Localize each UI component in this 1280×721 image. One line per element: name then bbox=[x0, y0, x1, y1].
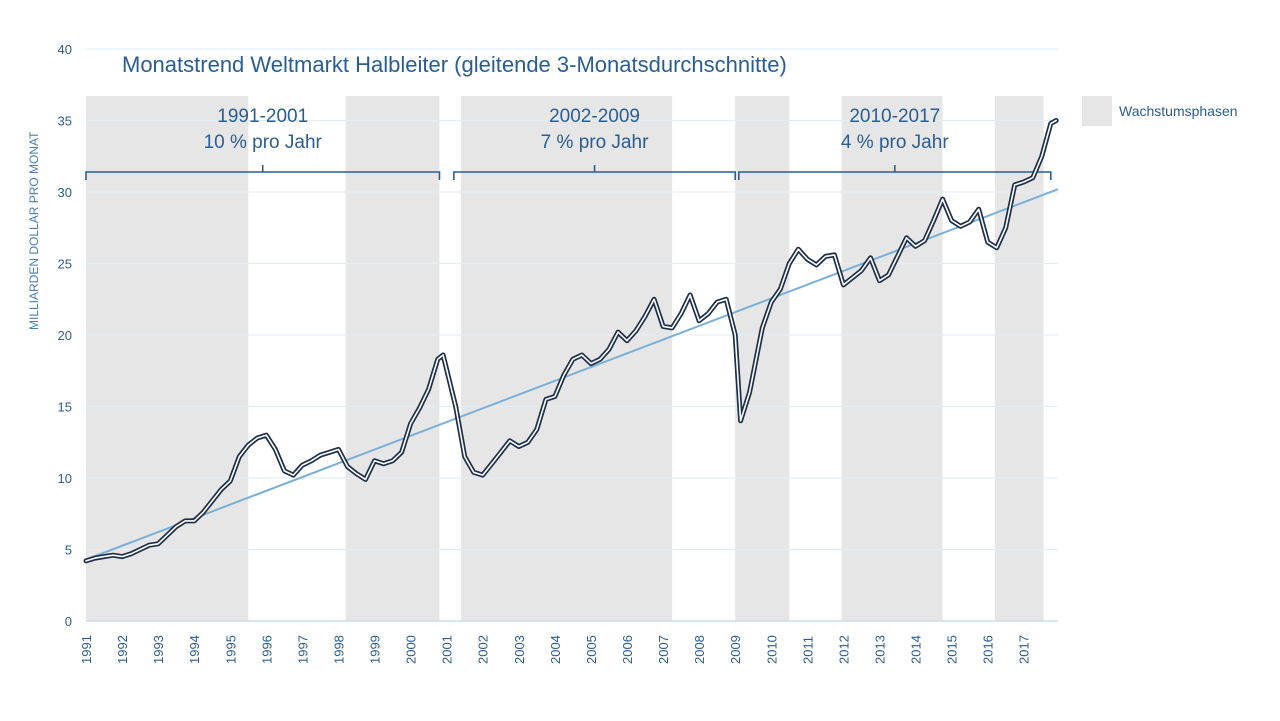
y-tick-label-5: 5 bbox=[65, 543, 72, 558]
y-axis-label: MILLIARDEN DOLLAR PRO MONAT bbox=[27, 131, 41, 330]
legend-swatch bbox=[1082, 96, 1112, 126]
x-tick-label-2000: 2000 bbox=[404, 635, 419, 664]
period-label-0: 1991-2001 bbox=[217, 106, 308, 127]
period-rate-2: 4 % pro Jahr bbox=[841, 132, 949, 153]
y-tick-label-0: 0 bbox=[65, 614, 72, 629]
x-tick-label-2003: 2003 bbox=[512, 635, 527, 664]
x-tick-label-1995: 1995 bbox=[223, 635, 238, 664]
x-tick-label-2016: 2016 bbox=[981, 635, 996, 664]
y-tick-label-15: 15 bbox=[58, 400, 72, 415]
period-rate-0: 10 % pro Jahr bbox=[204, 132, 323, 153]
x-tick-label-2010: 2010 bbox=[764, 635, 779, 664]
x-tick-label-1992: 1992 bbox=[115, 635, 130, 664]
trend-line-path bbox=[85, 188, 1059, 561]
x-tick-label-1991: 1991 bbox=[79, 635, 94, 664]
x-tick-label-2013: 2013 bbox=[872, 635, 887, 664]
trend-line bbox=[85, 188, 1059, 561]
x-tick-label-1994: 1994 bbox=[187, 635, 202, 664]
period-bracket-2 bbox=[738, 165, 1052, 180]
growth-phase-2 bbox=[461, 96, 673, 621]
period-bracket-0 bbox=[85, 165, 441, 180]
legend-label: Wachstumsphasen bbox=[1119, 103, 1238, 119]
growth-phase-shading bbox=[86, 96, 1044, 621]
period-label-2: 2010-2017 bbox=[849, 106, 940, 127]
chart-title: Monatstrend Weltmarkt Halbleiter (gleite… bbox=[122, 52, 787, 77]
x-tick-label-2002: 2002 bbox=[476, 635, 491, 664]
x-tick-label-2005: 2005 bbox=[584, 635, 599, 664]
x-tick-label-2001: 2001 bbox=[440, 635, 455, 664]
period-brackets: 1991-2001 10 % pro Jahr 2002-2009 7 % pro J… bbox=[85, 106, 1052, 180]
x-tick-label-2015: 2015 bbox=[945, 635, 960, 664]
x-tick-label-2011: 2011 bbox=[800, 636, 815, 664]
x-tick-label-1999: 1999 bbox=[368, 635, 383, 664]
growth-phase-0 bbox=[86, 96, 249, 621]
y-tick-label-30: 30 bbox=[58, 185, 72, 200]
x-tick-label-1996: 1996 bbox=[259, 635, 274, 664]
x-tick-label-2006: 2006 bbox=[620, 635, 635, 664]
x-tick-label-2004: 2004 bbox=[548, 635, 563, 664]
x-tick-label-1993: 1993 bbox=[151, 635, 166, 664]
y-tick-label-35: 35 bbox=[58, 114, 72, 129]
series-line-inner-0 bbox=[85, 119, 1057, 562]
x-tick-label-2008: 2008 bbox=[692, 635, 707, 664]
period-label-1: 2002-2009 bbox=[549, 106, 640, 127]
y-tick-label-20: 20 bbox=[58, 328, 72, 343]
y-tick-label-10: 10 bbox=[58, 471, 72, 486]
x-tick-label-1998: 1998 bbox=[331, 635, 346, 664]
x-tick-label-1997: 1997 bbox=[295, 635, 310, 664]
y-tick-labels: 0 5 10 15 20 25 30 35 40 bbox=[58, 42, 72, 629]
growth-phase-1 bbox=[345, 96, 440, 621]
x-tick-labels: 1991 1992 1993 1994 1995 1996 1997 1998 1999 2000… bbox=[79, 635, 1032, 664]
y-tick-label-25: 25 bbox=[58, 257, 72, 272]
period-bracket-1 bbox=[453, 165, 737, 180]
x-tick-label-2012: 2012 bbox=[836, 635, 851, 664]
grid bbox=[86, 48, 1058, 622]
data-series bbox=[83, 118, 1059, 564]
period-rate-1: 7 % pro Jahr bbox=[541, 132, 649, 153]
x-tick-label-2014: 2014 bbox=[909, 635, 924, 664]
x-tick-label-2017: 2017 bbox=[1017, 635, 1032, 664]
x-tick-label-2009: 2009 bbox=[728, 635, 743, 664]
growth-phase-3 bbox=[735, 96, 790, 621]
y-tick-label-40: 40 bbox=[58, 42, 72, 57]
x-tick-label-2007: 2007 bbox=[656, 635, 671, 664]
growth-phase-4 bbox=[841, 96, 943, 621]
